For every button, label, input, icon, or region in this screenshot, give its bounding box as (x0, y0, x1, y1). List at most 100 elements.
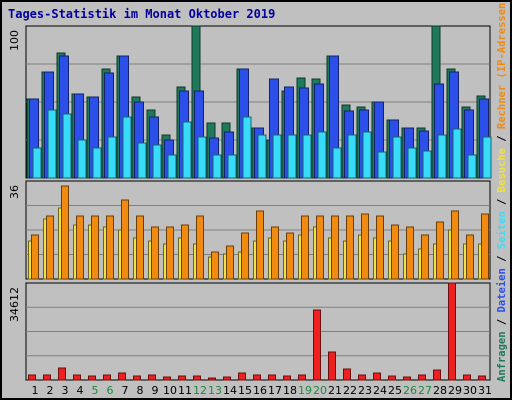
middle-bar-sites (211, 251, 219, 280)
top-bar-pages (452, 128, 462, 179)
middle-bar-sites (406, 226, 414, 280)
x-tick-label: 16 (253, 384, 267, 397)
x-tick-label: 18 (283, 384, 297, 397)
legend-vertical: Anfragen / Dateien / Seiten / Besuche / … (496, 2, 508, 382)
x-tick-label: 27 (418, 384, 432, 397)
top-bar-pages (377, 151, 387, 179)
middle-bar-sites (316, 215, 324, 280)
x-tick-label: 22 (343, 384, 357, 397)
x-tick-label: 1 (32, 384, 39, 397)
middle-bar-sites (61, 185, 69, 280)
x-tick-label: 5 (92, 384, 99, 397)
top-bar-pages (482, 136, 492, 179)
middle-bar-sites (106, 215, 114, 280)
top-bar-pages (257, 134, 267, 179)
top-bar-pages (317, 131, 327, 179)
legend-item-pages: Seiten (496, 211, 508, 249)
top-bar-pages (77, 139, 87, 179)
x-tick-label: 19 (298, 384, 312, 397)
x-tick-label: 21 (328, 384, 342, 397)
top-bar-pages (437, 134, 447, 179)
bottom-bar-kbf (223, 376, 231, 381)
top-bar-pages (227, 154, 237, 179)
legend-separator: / (496, 192, 508, 211)
chart-title: Tages-Statistik im Monat Oktober 2019 (8, 7, 276, 21)
x-tick-label: 23 (358, 384, 372, 397)
middle-bar-sites (271, 226, 279, 280)
bottom-bar-kbf (208, 377, 216, 381)
top-bar-pages (332, 147, 342, 179)
x-tick-label: 7 (122, 384, 129, 397)
middle-bar-sites (91, 215, 99, 280)
top-bar-pages (107, 136, 117, 179)
x-tick-label: 4 (77, 384, 84, 397)
top-bar-pages (137, 142, 147, 179)
bottom-bar-kbf (43, 374, 51, 381)
bottom-bar-kbf (448, 282, 456, 381)
middle-bar-sites (151, 226, 159, 280)
top-bar-pages (467, 154, 477, 179)
bottom-bar-kbf (253, 374, 261, 381)
middle-bar-sites (331, 215, 339, 280)
top-bar-pages (92, 147, 102, 179)
top-bar-pages (182, 121, 192, 179)
bottom-bar-kbf (118, 372, 126, 381)
x-tick-label: 12 (193, 384, 207, 397)
bottom-bar-kbf (193, 375, 201, 381)
top-bar-pages (122, 116, 132, 179)
top-bar-pages (287, 134, 297, 179)
bottom-bar-kbf (163, 376, 171, 381)
legend-separator: / (496, 129, 508, 148)
middle-bar-sites (166, 226, 174, 280)
x-tick-label: 25 (388, 384, 402, 397)
x-tick-label: 9 (152, 384, 159, 397)
middle-bar-sites (256, 210, 264, 280)
x-tick-label: 17 (268, 384, 282, 397)
middle-bar-sites (241, 232, 249, 280)
bottom-bar-kbf (28, 374, 36, 381)
legend-item-visits: Besuche (496, 148, 508, 192)
bottom-bar-kbf (58, 367, 66, 381)
x-tick-label: 31 (478, 384, 492, 397)
x-tick-label: 3 (62, 384, 69, 397)
bottom-bar-kbf (328, 351, 336, 381)
top-bar-pages (272, 134, 282, 179)
middle-bar-sites (226, 245, 234, 280)
legend-item-sites: Rechner (IP-Adressen) (496, 2, 508, 129)
top-bar-pages (362, 131, 372, 179)
bottom-bar-kbf (88, 375, 96, 381)
bottom-bar-kbf (133, 375, 141, 381)
bottom-bar-kbf (238, 372, 246, 381)
bottom-bar-kbf (283, 375, 291, 381)
middle-bar-sites (391, 224, 399, 280)
x-tick-label: 2 (47, 384, 54, 397)
top-bar-pages (302, 134, 312, 179)
middle-bar-sites (76, 215, 84, 280)
top-bar-pages (197, 136, 207, 179)
x-tick-label: 28 (433, 384, 447, 397)
bottom-bar-kbf (403, 376, 411, 381)
legend-separator: / (496, 312, 508, 331)
bottom-bar-kbf (418, 374, 426, 381)
x-tick-label: 13 (208, 384, 222, 397)
x-tick-label: 24 (373, 384, 387, 397)
bottom-bar-kbf (478, 375, 486, 381)
x-tick-label: 29 (448, 384, 462, 397)
middle-bar-sites (301, 215, 309, 280)
x-tick-label: 8 (137, 384, 144, 397)
middle-bar-sites (436, 221, 444, 280)
bottom-bar-kbf (343, 368, 351, 381)
panel-middle-ymax-label: 36 (8, 185, 21, 199)
x-tick-label: 6 (107, 384, 114, 397)
legend-item-hits: Anfragen (496, 331, 508, 382)
bottom-bar-kbf (148, 374, 156, 381)
bottom-bar-kbf (358, 374, 366, 381)
bottom-bar-kbf (463, 374, 471, 381)
middle-bar-sites (421, 234, 429, 280)
middle-bar-sites (451, 210, 459, 280)
middle-bar-sites (181, 224, 189, 280)
middle-bar-sites (136, 215, 144, 280)
top-bar-pages (407, 147, 417, 179)
